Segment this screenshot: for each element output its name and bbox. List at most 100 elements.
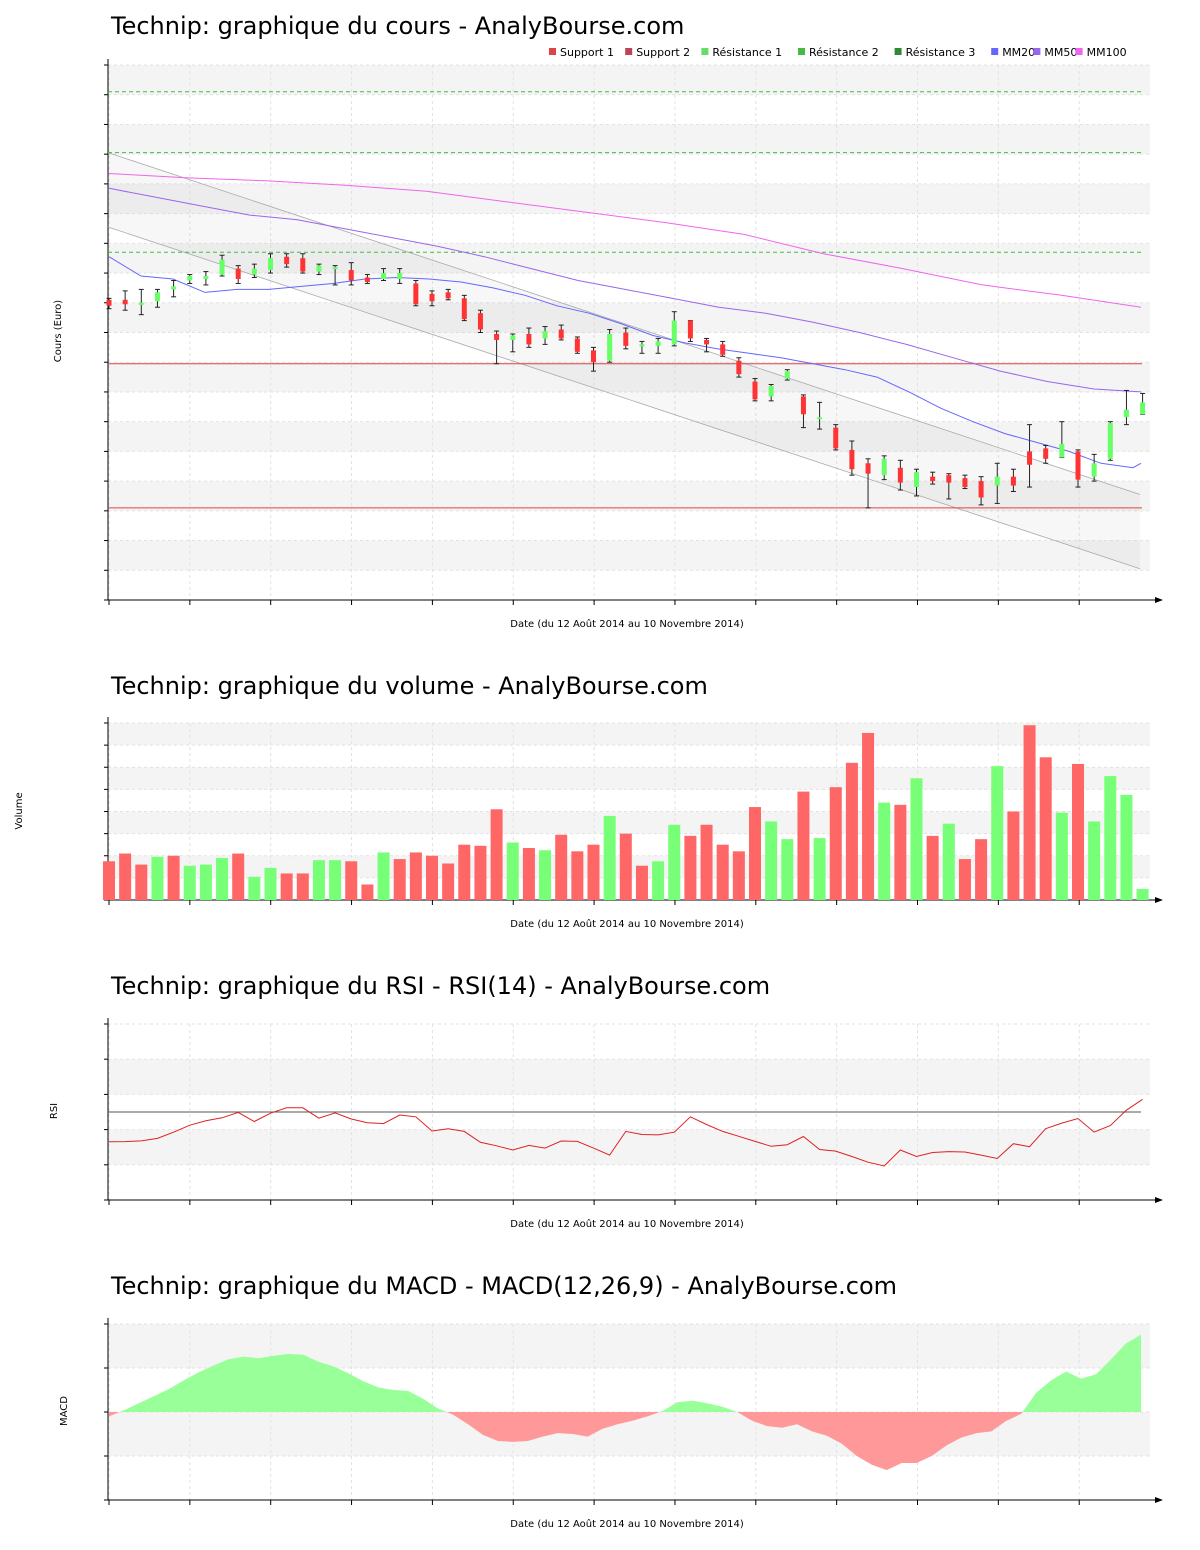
price-grid-band bbox=[108, 243, 1150, 274]
candle-body bbox=[187, 276, 193, 281]
candle-body bbox=[671, 320, 677, 345]
candle-body bbox=[477, 313, 483, 330]
legend-swatch bbox=[1075, 48, 1083, 55]
candle-body bbox=[978, 481, 984, 498]
candle-body bbox=[348, 270, 354, 281]
candle-body bbox=[1075, 451, 1081, 480]
volume-bar bbox=[490, 809, 503, 900]
legend-label: Résistance 3 bbox=[906, 46, 976, 59]
volume-x-axis-label: Date (du 12 Août 2014 au 10 Novembre 201… bbox=[510, 918, 744, 930]
candle-body bbox=[639, 344, 645, 347]
volume-bar bbox=[377, 852, 390, 900]
trend-channel-top bbox=[107, 152, 1141, 495]
trend-channel-bottom bbox=[107, 226, 1141, 570]
candle-body bbox=[445, 292, 451, 299]
volume-grid-band bbox=[108, 767, 1150, 790]
volume-bar bbox=[1055, 812, 1068, 900]
volume-bar bbox=[312, 860, 325, 900]
price-grid-band bbox=[108, 540, 1150, 571]
candle-body bbox=[817, 417, 823, 420]
volume-bar bbox=[958, 859, 971, 900]
candle-body bbox=[171, 286, 177, 290]
volume-bar bbox=[716, 844, 729, 900]
volume-bar bbox=[942, 823, 955, 900]
volume-bar bbox=[1104, 776, 1117, 900]
volume-bar bbox=[442, 863, 455, 900]
candle-body bbox=[219, 259, 225, 275]
rsi-x-axis-arrow bbox=[1155, 1197, 1163, 1203]
rsi-line bbox=[108, 1098, 1143, 1167]
candle-body bbox=[800, 396, 806, 415]
volume-bar bbox=[781, 839, 794, 900]
candle-body bbox=[849, 449, 855, 470]
candle-body bbox=[106, 299, 112, 306]
volume-bar bbox=[1088, 821, 1101, 900]
legend-label: Support 1 bbox=[560, 46, 614, 59]
candle-body bbox=[364, 277, 370, 282]
candle-body bbox=[1043, 448, 1049, 459]
legend-label: MM20 bbox=[1002, 46, 1035, 59]
candle-body bbox=[930, 476, 936, 482]
volume-bar bbox=[1136, 888, 1149, 900]
price-x-axis-label: Date (du 12 Août 2014 au 10 Novembre 201… bbox=[510, 618, 744, 630]
candle-body bbox=[752, 381, 758, 400]
macd-positive-area bbox=[119, 1334, 1141, 1412]
candle-body bbox=[1140, 402, 1146, 415]
volume-bar bbox=[119, 853, 132, 900]
volume-bar bbox=[361, 884, 374, 900]
legend-swatch bbox=[991, 48, 999, 55]
candle-body bbox=[768, 386, 774, 397]
legend-swatch bbox=[625, 48, 633, 55]
candle-body bbox=[897, 467, 903, 483]
volume-bar bbox=[539, 850, 552, 900]
volume-bar bbox=[151, 856, 164, 900]
volume-bar bbox=[829, 787, 842, 900]
legend-label: Résistance 2 bbox=[809, 46, 879, 59]
price-grid-band bbox=[108, 124, 1150, 155]
macd-x-axis-arrow bbox=[1155, 1497, 1163, 1503]
volume-bar bbox=[894, 804, 907, 900]
candle-body bbox=[268, 258, 273, 271]
candle-body bbox=[914, 472, 919, 488]
candle-body bbox=[962, 478, 968, 488]
volume-bar bbox=[1120, 794, 1133, 900]
candle-body bbox=[1091, 463, 1097, 477]
macd-negative-area bbox=[109, 1412, 1023, 1471]
volume-bar bbox=[183, 865, 196, 900]
volume-bar bbox=[878, 802, 891, 900]
volume-bar bbox=[1007, 811, 1020, 900]
candle-body bbox=[1027, 451, 1033, 465]
price-chart-title: Technip: graphique du cours - AnalyBours… bbox=[110, 12, 684, 40]
candle-body bbox=[833, 427, 839, 449]
volume-bar bbox=[732, 851, 745, 900]
macd-x-axis-label: Date (du 12 Août 2014 au 10 Novembre 201… bbox=[510, 1518, 744, 1530]
volume-bar bbox=[587, 844, 600, 900]
legend-swatch bbox=[701, 48, 709, 55]
price-grid-band bbox=[108, 183, 1150, 214]
candle-body bbox=[284, 256, 290, 265]
candle-body bbox=[687, 320, 693, 339]
volume-bar bbox=[296, 873, 309, 900]
volume-bar bbox=[926, 835, 939, 900]
candle-body bbox=[865, 463, 871, 474]
rsi-grid-band bbox=[108, 1059, 1150, 1095]
candle-body bbox=[381, 273, 387, 279]
legend-swatch bbox=[894, 48, 902, 55]
candle-body bbox=[946, 475, 952, 483]
volume-bar bbox=[765, 821, 778, 900]
candle-body bbox=[994, 476, 1000, 486]
candle-body bbox=[122, 299, 128, 305]
candle-body bbox=[1059, 443, 1065, 458]
volume-bar bbox=[232, 853, 245, 900]
volume-bar bbox=[845, 762, 858, 900]
candle-body bbox=[251, 268, 257, 275]
candle-body bbox=[397, 273, 403, 279]
rsi-chart-title: Technip: graphique du RSI - RSI(14) - An… bbox=[110, 972, 770, 1000]
candle-body bbox=[494, 333, 500, 340]
volume-bar bbox=[975, 839, 988, 900]
volume-bar bbox=[797, 791, 810, 900]
candle-body bbox=[1010, 476, 1016, 486]
volume-bar bbox=[345, 861, 358, 900]
candle-body bbox=[720, 344, 726, 355]
